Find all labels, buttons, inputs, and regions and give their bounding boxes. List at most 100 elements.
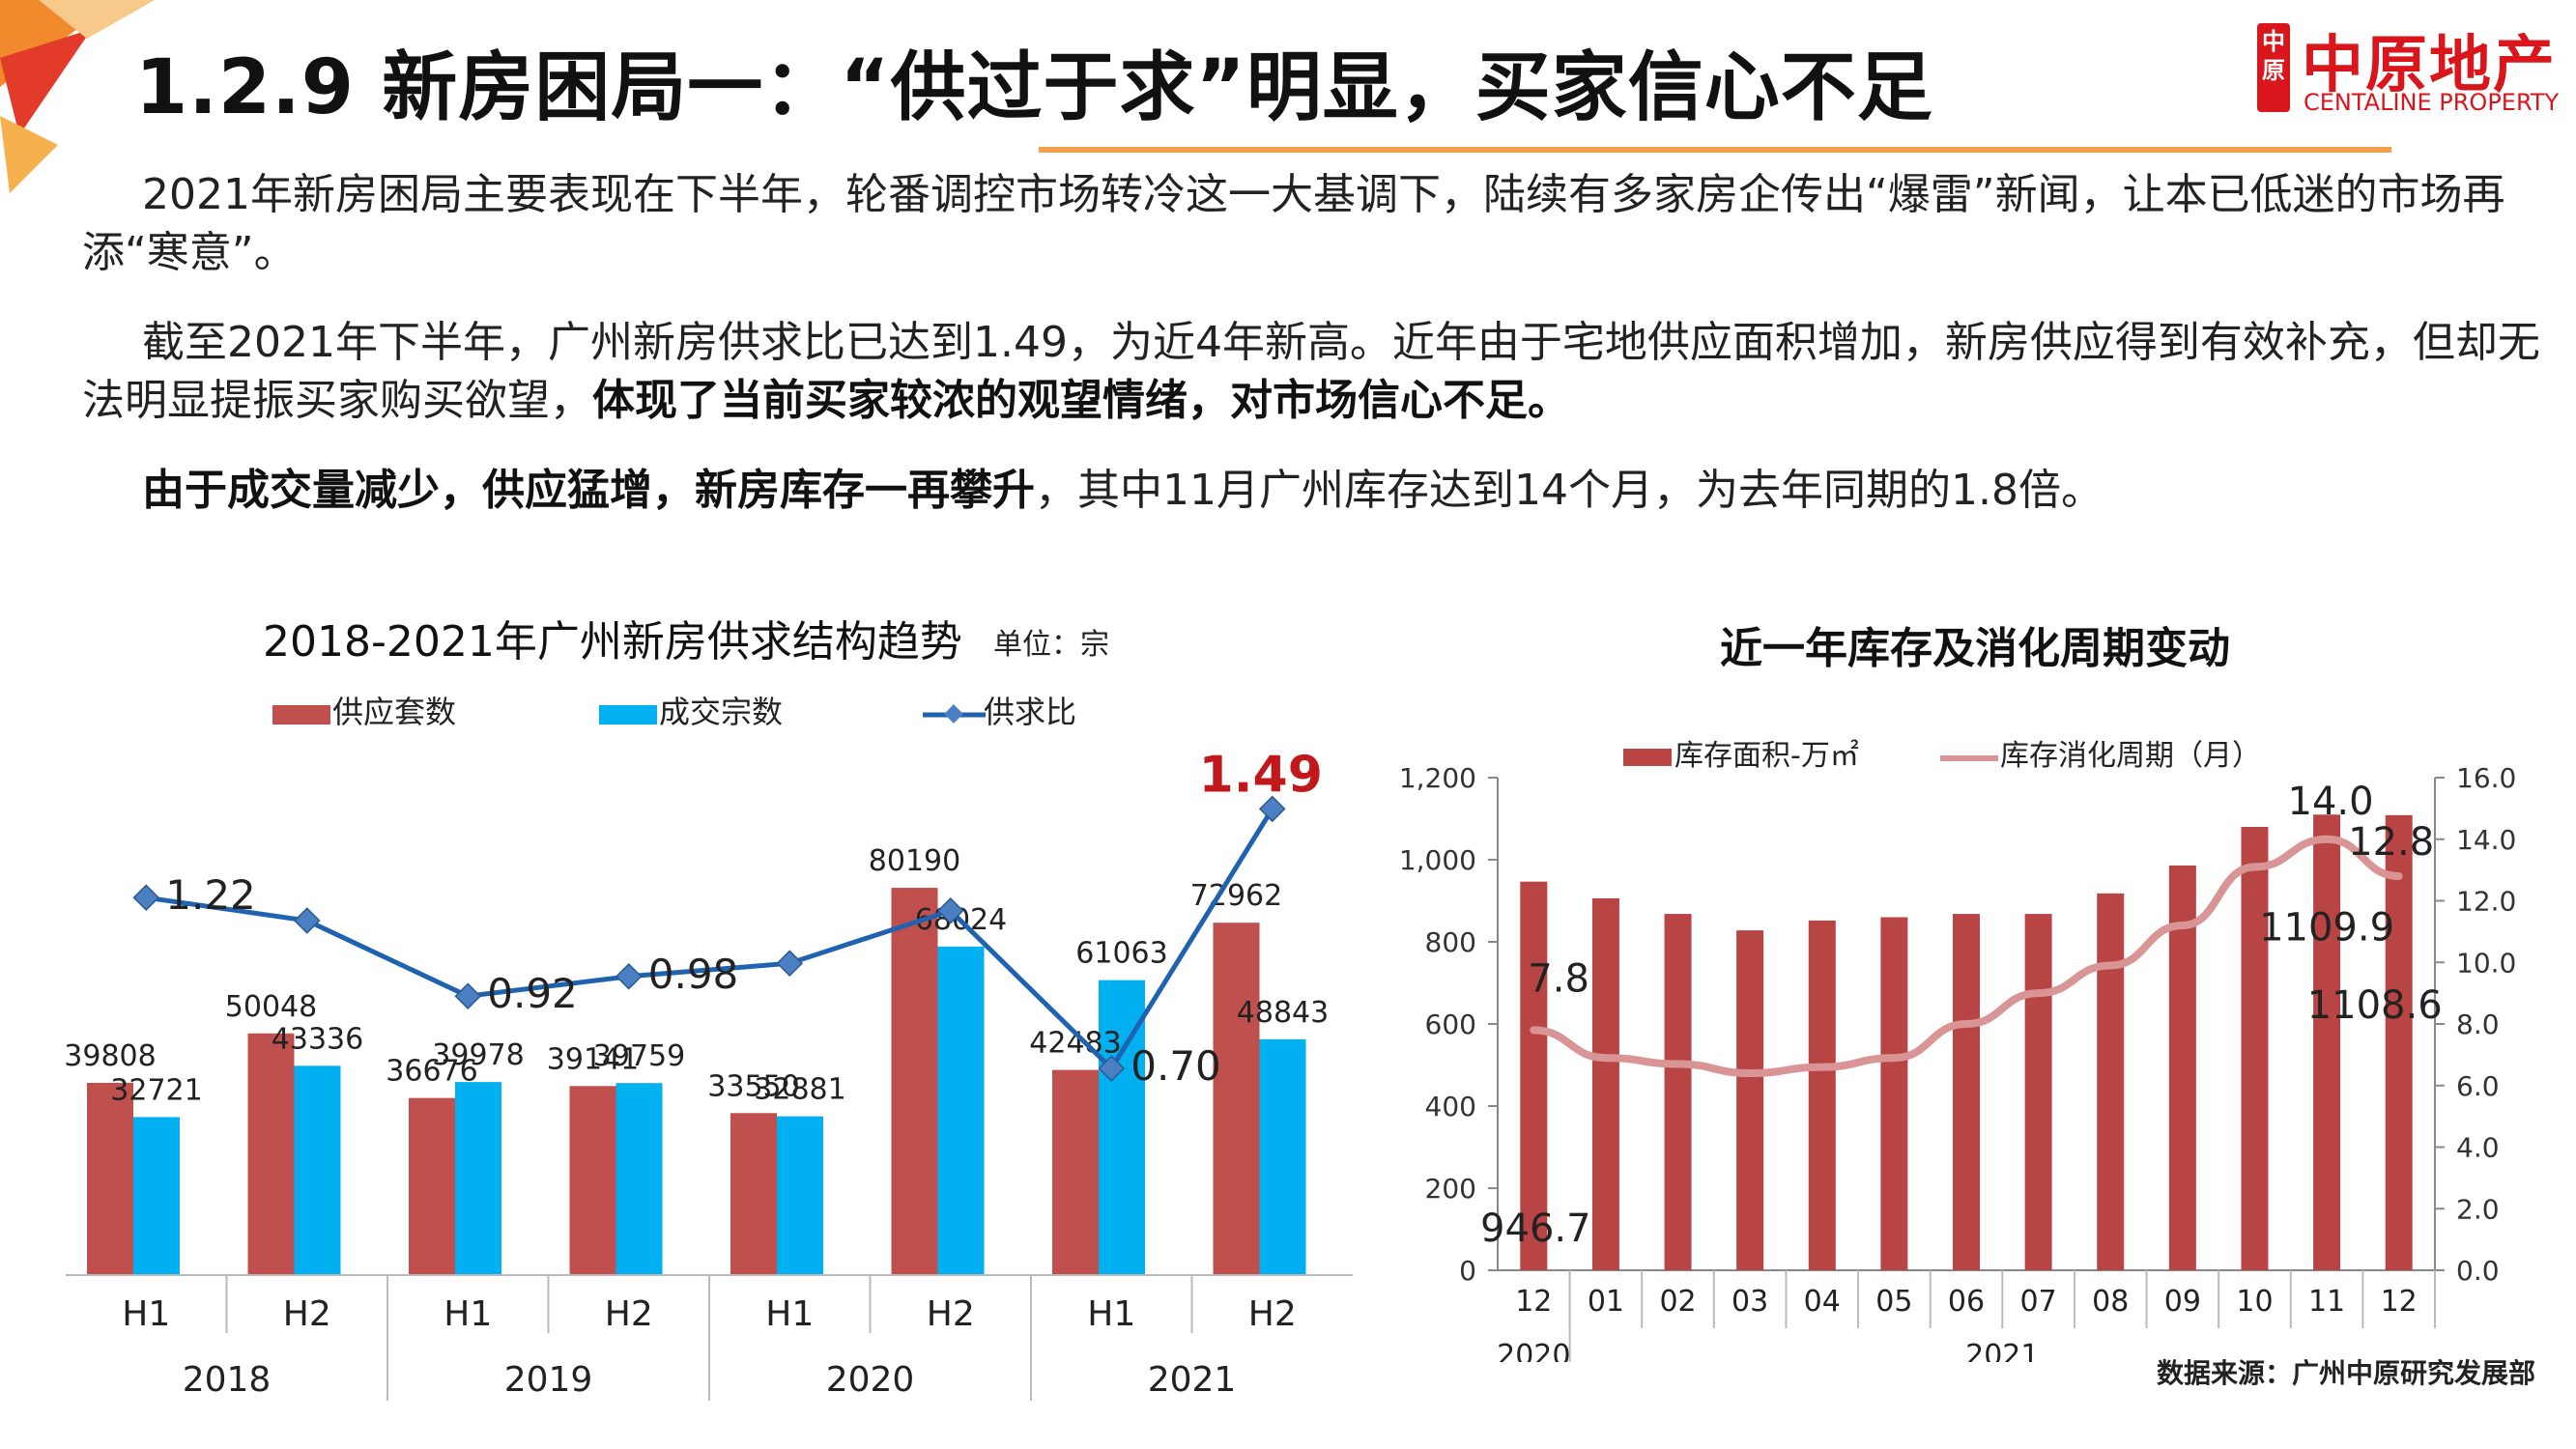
y-tick-label-left: 200 — [1425, 1173, 1476, 1205]
bar-deal — [615, 1083, 663, 1275]
ratio-point — [615, 963, 643, 990]
x-year-label: 2021 — [1965, 1339, 2039, 1362]
left-chart-title: 2018-2021年广州新房供求结构趋势 — [263, 617, 962, 667]
bar-deal — [937, 946, 985, 1275]
right-chart-title: 近一年库存及消化周期变动 — [1720, 624, 2230, 673]
corner-shard-amber — [0, 116, 58, 193]
data-label-supply: 33550 — [707, 1069, 799, 1103]
x-tick-label: H1 — [1087, 1294, 1135, 1334]
corner-shard-red — [0, 29, 92, 135]
paragraph-3-text: ，其中11月广州库存达到14个月，为去年同期的1.8倍。 — [1035, 466, 2104, 515]
inventory-label: 1108.6 — [2307, 983, 2443, 1028]
data-label-deal: 48843 — [1237, 996, 1329, 1030]
x-tick-label: 10 — [2236, 1285, 2273, 1319]
x-tick-label: 12 — [1515, 1285, 1552, 1319]
cycle-line — [1530, 835, 2403, 1078]
paragraph-2-emphasis: 体现了当前买家较浓的观望情绪，对市场信心不足。 — [592, 376, 1570, 425]
centaline-logo: 中原 中原地产 CENTALINE PROPERTY — [2251, 21, 2576, 128]
x-tick-label: 08 — [2092, 1285, 2129, 1319]
y-tick-label-right: 6.0 — [2456, 1070, 2500, 1102]
x-tick-label: 11 — [2308, 1285, 2345, 1319]
legend-swatch-inventory — [1623, 749, 1672, 766]
x-tick-label: 05 — [1875, 1285, 1912, 1319]
paragraph-2-text: 截至2021年下半年，广州新房供求比已达到1.49，为近4年新高。近年由于宅地供… — [82, 318, 2540, 425]
corner-decoration — [0, 0, 155, 193]
bar-deal — [455, 1082, 501, 1275]
data-label-deal: 32721 — [110, 1073, 202, 1107]
paragraph-3-emphasis: 由于成交量减少，供应猛增，新房库存一再攀升 — [142, 466, 1035, 515]
ratio-label: 1.49 — [1199, 746, 1323, 804]
x-tick-label: 07 — [2020, 1285, 2057, 1319]
data-label-supply: 39141 — [547, 1042, 639, 1076]
legend-label-inventory: 库存面积-万㎡ — [1674, 739, 1859, 773]
legend-label-supply: 供应套数 — [332, 694, 456, 730]
inventory-label: 1109.9 — [2259, 905, 2394, 950]
title-underline — [1039, 147, 2391, 153]
ratio-point — [1098, 1055, 1126, 1082]
bar-deal — [777, 1116, 823, 1275]
bar-inventory — [1808, 920, 1836, 1270]
bar-deal — [133, 1117, 180, 1275]
ratio-point — [132, 884, 160, 911]
x-group-label: 2021 — [1148, 1360, 1237, 1400]
y-tick-label-right: 0.0 — [2456, 1255, 2500, 1287]
data-label-deal: 61063 — [1075, 937, 1167, 971]
bar-inventory — [1736, 930, 1764, 1270]
paragraph-2: 截至2021年下半年，广州新房供求比已达到1.49，为近4年新高。近年由于宅地供… — [82, 314, 2556, 430]
bar-inventory — [1664, 914, 1692, 1270]
x-tick-label: H2 — [1248, 1294, 1297, 1334]
bar-deal — [1259, 1038, 1306, 1275]
ratio-point — [454, 982, 482, 1009]
y-tick-label-right: 4.0 — [2456, 1132, 2500, 1164]
x-tick-label: 02 — [1659, 1285, 1696, 1319]
inventory-label: 946.7 — [1480, 1207, 1591, 1251]
y-tick-label-right: 10.0 — [2456, 947, 2516, 979]
x-year-label: 2020 — [1497, 1339, 1570, 1362]
ratio-label: 0.92 — [487, 970, 578, 1017]
x-tick-label: 09 — [2164, 1285, 2201, 1319]
y-tick-label-left: 600 — [1425, 1009, 1476, 1040]
paragraph-3: 由于成交量减少，供应猛增，新房库存一再攀升，其中11月广州库存达到14个月，为去… — [82, 462, 2556, 520]
data-label-supply: 39808 — [64, 1039, 156, 1073]
paragraph-1-text: 2021年新房困局主要表现在下半年，轮番调控市场转冷这一大基调下，陆续有多家房企… — [82, 170, 2505, 277]
bar-inventory — [2313, 814, 2341, 1270]
source-note: 数据来源：广州中原研究发展部 — [2157, 1357, 2536, 1389]
y-tick-label-right: 8.0 — [2456, 1009, 2500, 1040]
x-group-label: 2019 — [504, 1360, 593, 1400]
ratio-label: 1.22 — [165, 871, 256, 919]
bar-inventory — [2024, 914, 2052, 1270]
bar-supply — [730, 1113, 777, 1275]
bar-inventory — [2168, 865, 2196, 1270]
logo-english-name: CENTALINE PROPERTY — [2304, 89, 2560, 116]
cycle-label: 12.8 — [2348, 820, 2434, 865]
data-label-supply: 72962 — [1190, 879, 1282, 913]
bar-inventory — [1880, 917, 1908, 1270]
cycle-label: 7.8 — [1528, 956, 1589, 1001]
bar-supply — [1213, 923, 1260, 1275]
x-tick-label: H1 — [765, 1294, 814, 1334]
bar-supply — [1052, 1069, 1099, 1275]
ratio-point — [776, 950, 804, 977]
data-label-deal: 43336 — [272, 1022, 363, 1056]
legend-label-deal: 成交宗数 — [659, 694, 783, 730]
bar-inventory — [2097, 893, 2125, 1270]
ratio-point — [293, 907, 321, 934]
bar-inventory — [1591, 897, 1619, 1270]
y-tick-label-left: 800 — [1425, 926, 1476, 958]
x-tick-label: 01 — [1588, 1285, 1624, 1319]
left-chart-unit: 单位：宗 — [993, 628, 1109, 662]
ratio-label: 0.98 — [648, 951, 739, 998]
legend-swatch-deal — [599, 705, 657, 724]
bar-inventory — [2241, 827, 2269, 1270]
data-label-supply: 50048 — [225, 990, 317, 1024]
ratio-point — [1258, 795, 1286, 823]
legend-label-ratio: 供求比 — [984, 694, 1076, 730]
y-tick-label-left: 1,200 — [1399, 762, 1476, 794]
legend-swatch-supply — [272, 705, 330, 724]
x-tick-label: H2 — [283, 1294, 331, 1334]
bar-supply — [247, 1033, 295, 1275]
y-tick-label-right: 14.0 — [2456, 824, 2516, 856]
logo-mark: 中原 — [2257, 23, 2290, 112]
x-tick-label: 03 — [1732, 1285, 1768, 1319]
x-tick-label: 04 — [1804, 1285, 1841, 1319]
